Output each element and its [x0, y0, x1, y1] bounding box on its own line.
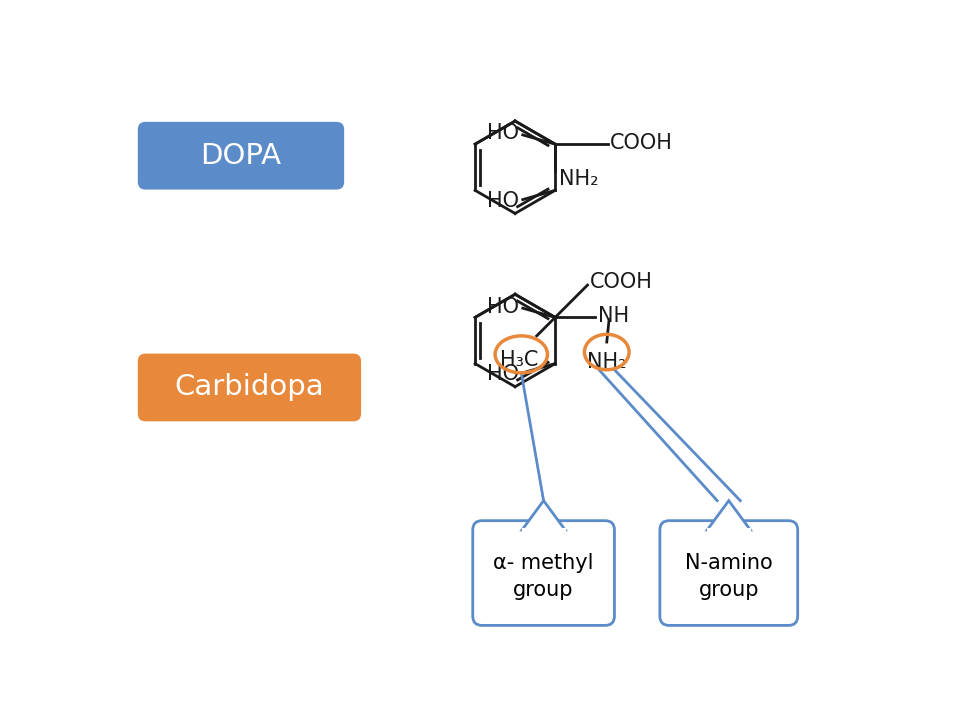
Text: H₃C: H₃C: [500, 350, 539, 370]
FancyBboxPatch shape: [472, 521, 614, 626]
Text: HO: HO: [487, 297, 519, 317]
FancyBboxPatch shape: [138, 122, 344, 189]
Text: α- methyl: α- methyl: [493, 553, 594, 572]
FancyBboxPatch shape: [138, 354, 361, 421]
Text: group: group: [699, 580, 759, 600]
Text: COOH: COOH: [589, 272, 653, 292]
Text: HO: HO: [487, 191, 519, 211]
FancyBboxPatch shape: [660, 521, 798, 626]
Text: N-amino: N-amino: [684, 553, 773, 572]
Text: group: group: [514, 580, 574, 600]
Polygon shape: [708, 500, 751, 530]
Text: DOPA: DOPA: [201, 142, 281, 170]
Polygon shape: [522, 500, 565, 530]
Text: NH₂: NH₂: [559, 168, 599, 189]
Text: COOH: COOH: [610, 132, 673, 153]
Text: Carbidopa: Carbidopa: [175, 374, 324, 402]
Text: HO: HO: [487, 123, 519, 143]
Text: NH: NH: [597, 306, 629, 326]
Text: NH₂: NH₂: [587, 352, 627, 372]
Text: HO: HO: [487, 364, 519, 384]
